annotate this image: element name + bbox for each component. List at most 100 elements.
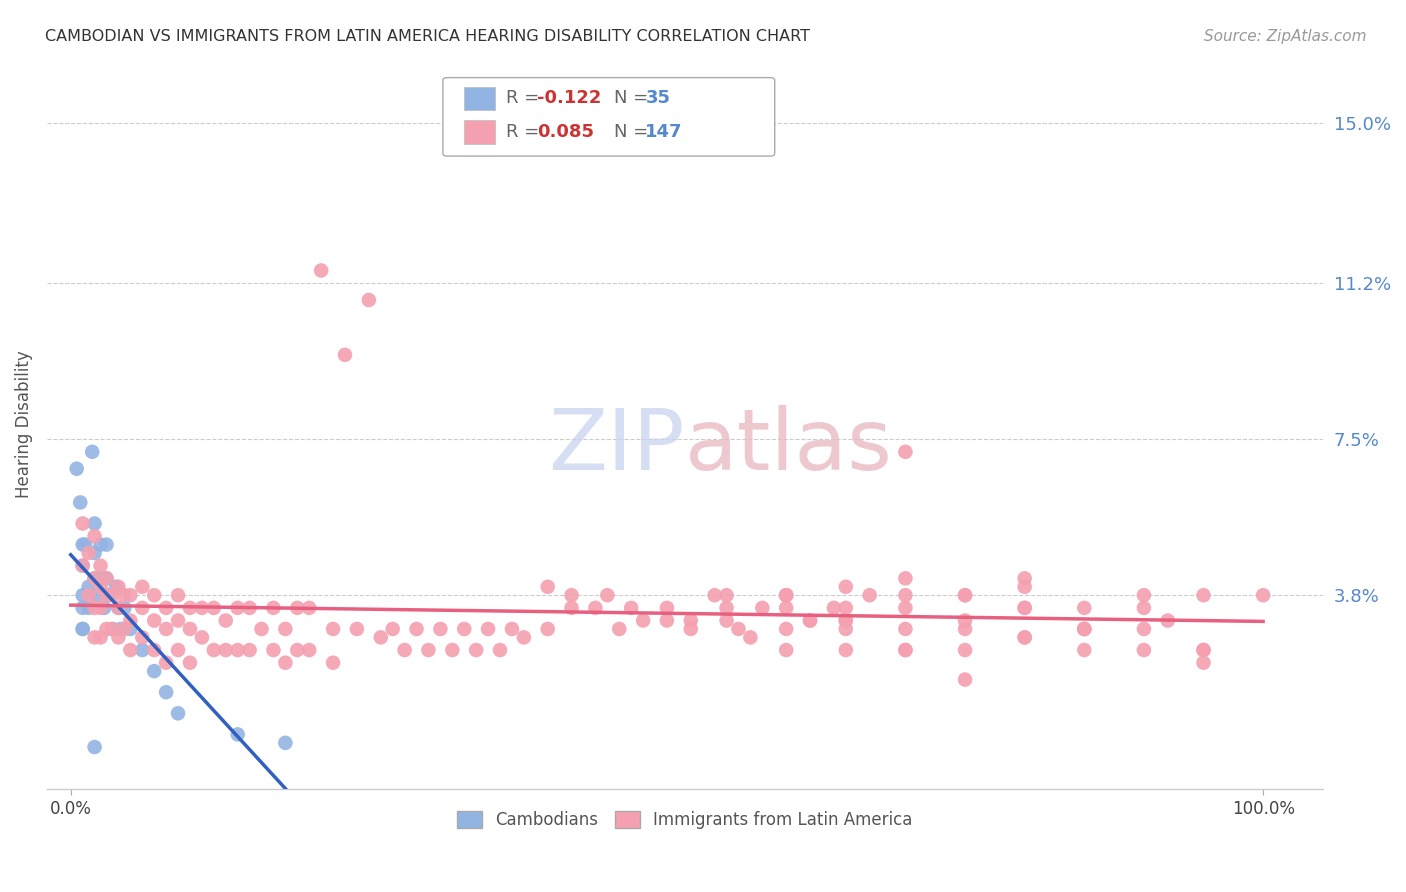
Point (274, 622, 297, 636)
Point (357, 293, 380, 307)
Point (83, 529, 105, 543)
Point (72, 588, 94, 602)
Point (285, 600, 308, 615)
Point (953, 622, 976, 636)
Point (465, 643, 488, 657)
Point (202, 600, 225, 615)
Point (274, 656, 297, 670)
Point (835, 600, 858, 615)
Point (215, 643, 238, 657)
Point (143, 664, 166, 678)
Point (90, 538, 112, 552)
Point (155, 685, 177, 699)
Point (72, 516, 94, 531)
Point (83, 546, 105, 560)
Point (346, 622, 368, 636)
Point (131, 600, 153, 615)
Point (1014, 580, 1036, 594)
Point (83, 631, 105, 645)
Point (83, 516, 105, 531)
Point (120, 622, 142, 636)
Point (561, 588, 583, 602)
Point (112, 600, 135, 615)
Point (215, 614, 238, 628)
Point (112, 588, 135, 602)
Point (775, 588, 797, 602)
Point (1014, 631, 1036, 645)
Text: Source: ZipAtlas.com: Source: ZipAtlas.com (1204, 29, 1367, 44)
Point (537, 580, 560, 594)
Point (120, 588, 142, 602)
Point (77, 580, 100, 594)
Point (596, 588, 619, 602)
Point (274, 736, 297, 750)
Text: N =: N = (614, 123, 654, 141)
Point (370, 631, 392, 645)
Point (83, 571, 105, 585)
Point (1133, 588, 1156, 602)
Point (226, 727, 249, 741)
Point (120, 643, 142, 657)
Point (607, 622, 630, 636)
Point (155, 622, 177, 636)
Point (298, 600, 321, 615)
Point (105, 580, 128, 594)
Point (1073, 622, 1095, 636)
Point (77, 546, 100, 560)
Point (1133, 643, 1156, 657)
Point (285, 643, 308, 657)
Point (101, 622, 124, 636)
Text: 35: 35 (645, 89, 671, 107)
Point (120, 614, 142, 628)
Point (143, 614, 166, 628)
Point (96, 538, 118, 552)
Point (513, 631, 536, 645)
Point (655, 614, 678, 628)
Text: N =: N = (614, 89, 654, 107)
Point (835, 580, 858, 594)
Point (775, 588, 797, 602)
Point (72, 600, 94, 615)
Point (167, 643, 190, 657)
Point (716, 614, 738, 628)
Point (179, 622, 201, 636)
Point (96, 622, 118, 636)
Point (429, 622, 451, 636)
Point (835, 643, 858, 657)
Point (620, 600, 643, 615)
Point (1192, 588, 1215, 602)
Point (298, 643, 321, 657)
Point (1014, 600, 1036, 615)
Point (72, 558, 94, 573)
Point (394, 643, 416, 657)
Point (894, 445, 917, 459)
Point (835, 614, 858, 628)
Point (1073, 622, 1095, 636)
Point (835, 622, 858, 636)
Point (131, 580, 153, 594)
Point (167, 614, 190, 628)
Point (405, 622, 427, 636)
Point (167, 588, 190, 602)
Point (250, 622, 273, 636)
Point (953, 673, 976, 687)
Point (155, 600, 177, 615)
Point (83, 571, 105, 585)
Point (86, 588, 108, 602)
Point (561, 600, 583, 615)
Point (191, 600, 214, 615)
Point (83, 739, 105, 754)
Point (1014, 571, 1036, 585)
Point (953, 588, 976, 602)
Point (239, 600, 262, 615)
Point (90, 631, 112, 645)
Text: atlas: atlas (685, 405, 893, 488)
Point (90, 558, 112, 573)
Point (226, 643, 249, 657)
Point (894, 622, 917, 636)
Point (631, 614, 654, 628)
Point (799, 614, 821, 628)
Point (453, 622, 475, 636)
Point (73, 538, 96, 552)
Point (97, 588, 120, 602)
